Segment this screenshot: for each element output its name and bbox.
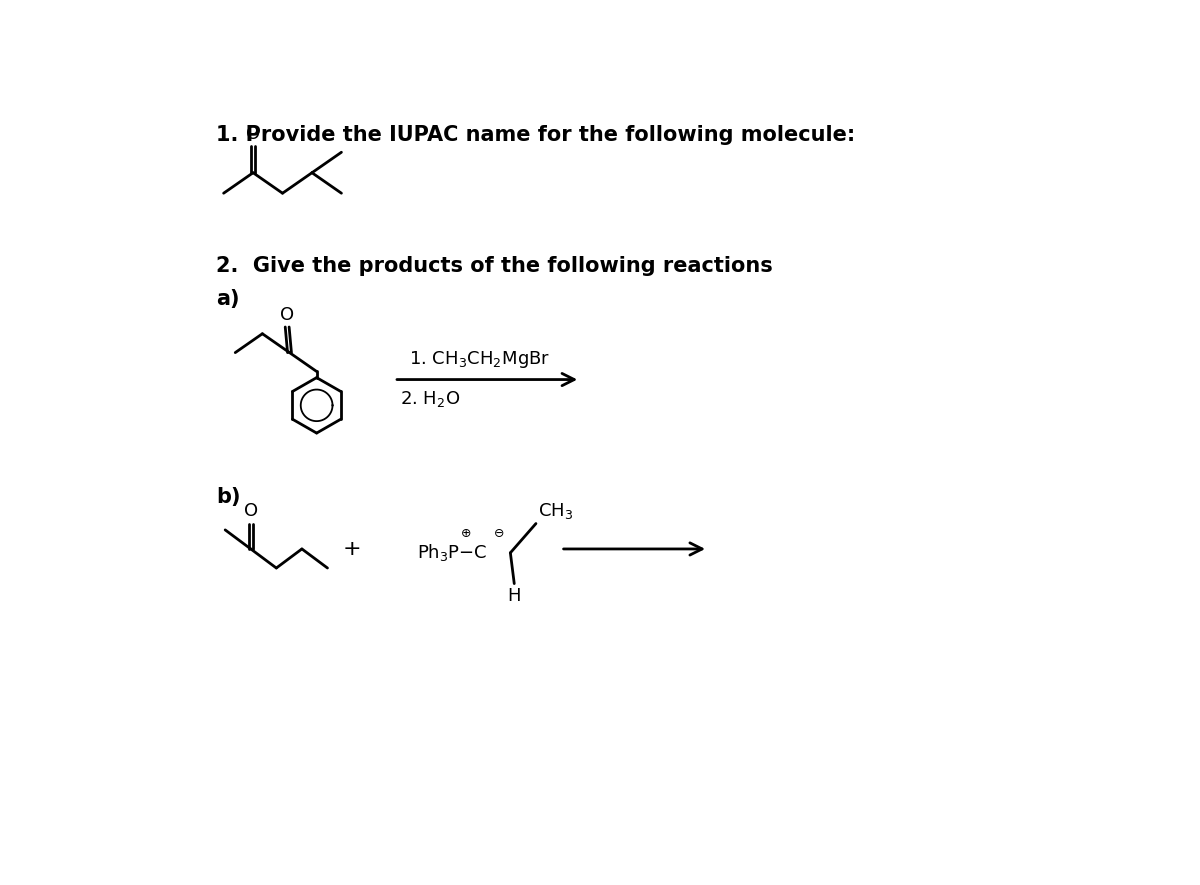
Text: CH$_3$: CH$_3$: [538, 501, 572, 521]
Text: 2.  Give the products of the following reactions: 2. Give the products of the following re…: [216, 257, 773, 276]
Text: O: O: [280, 306, 294, 324]
Text: 1. CH$_3$CH$_2$MgBr: 1. CH$_3$CH$_2$MgBr: [409, 349, 550, 370]
Text: $\ominus$: $\ominus$: [493, 527, 504, 540]
Text: H: H: [508, 587, 521, 604]
Text: $\oplus$: $\oplus$: [460, 527, 472, 540]
Text: O: O: [246, 126, 260, 143]
Text: +: +: [342, 539, 361, 559]
Text: 1. Provide the IUPAC name for the following molecule:: 1. Provide the IUPAC name for the follow…: [216, 126, 856, 145]
Text: 2. H$_2$O: 2. H$_2$O: [401, 389, 461, 409]
Text: O: O: [244, 503, 258, 520]
Text: a): a): [216, 289, 239, 309]
Text: Ph$_3$P$-$C: Ph$_3$P$-$C: [418, 543, 488, 563]
Text: b): b): [216, 488, 240, 507]
